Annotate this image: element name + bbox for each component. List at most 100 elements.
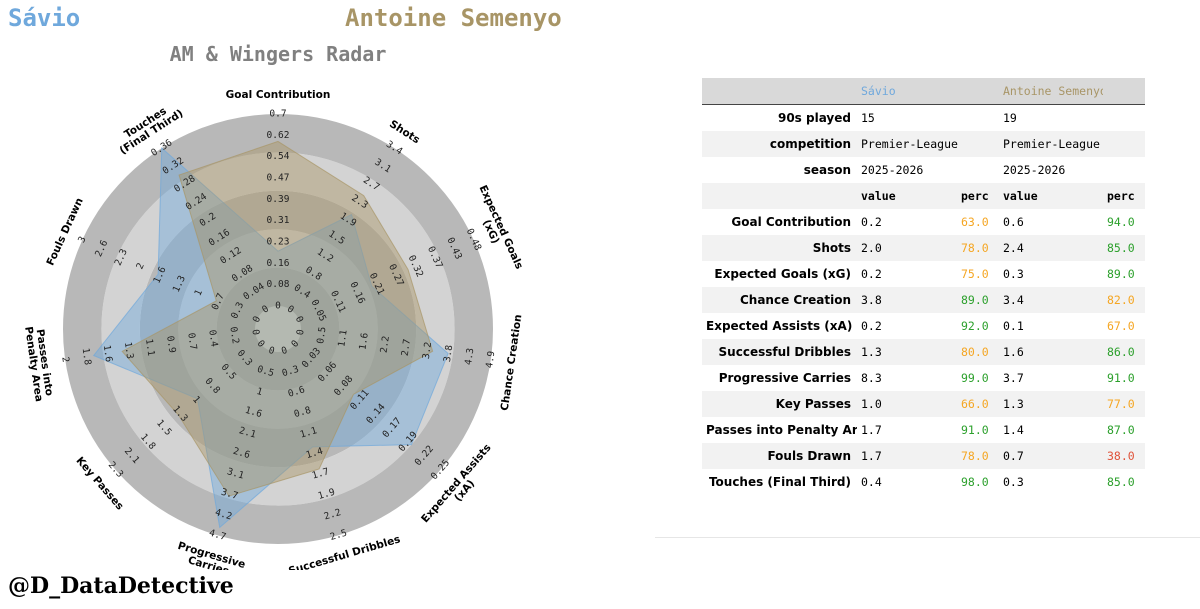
player1-percentile: 80.0 xyxy=(957,339,999,365)
table-row: Expected Assists (xA) 0.2 92.0 0.1 67.0 xyxy=(702,313,1145,339)
radar-tick-label: 3.2 xyxy=(421,341,434,360)
table-row: Touches (Final Third) 0.4 98.0 0.3 85.0 xyxy=(702,469,1145,495)
player1-percentile: 78.0 xyxy=(957,443,999,469)
player2-percentile: 77.0 xyxy=(1103,391,1145,417)
table-row: competition Premier-League Premier-League xyxy=(702,131,1145,157)
player2-value: 0.3 xyxy=(1003,267,1024,281)
player2-value: 2.4 xyxy=(999,235,1103,261)
player2-percentile: 85.0 xyxy=(1103,235,1145,261)
radar-tick-label: 2 xyxy=(59,356,71,363)
divider-line xyxy=(655,537,1200,538)
player2-percentile: 89.0 xyxy=(1107,267,1135,281)
player1-percentile: 98.0 xyxy=(961,475,989,489)
radar-tick-label: 3 xyxy=(76,235,88,245)
player2-value: 0.6 xyxy=(1003,215,1024,229)
radar-tick-label: 0.31 xyxy=(267,215,290,226)
row-label: Progressive Carries xyxy=(718,371,851,385)
row-label: Passes into Penalty Area xyxy=(706,423,857,437)
radar-tick-label: 0.8 xyxy=(293,405,313,420)
player2-value: 1.4 xyxy=(1003,423,1024,437)
radar-tick-label: 0.47 xyxy=(267,173,290,184)
player2-percentile: 38.0 xyxy=(1103,443,1145,469)
player2-percentile: 87.0 xyxy=(1107,423,1135,437)
player1-percentile: 78.0 xyxy=(957,235,999,261)
table-row: Progressive Carries 8.3 99.0 3.7 91.0 xyxy=(702,365,1145,391)
player2-percentile: 85.0 xyxy=(1107,475,1135,489)
radar-tick-label: 1.6 xyxy=(357,332,370,351)
table-row: Expected Goals (xG) 0.2 75.0 0.3 89.0 xyxy=(702,261,1145,287)
player2-percentile: 91.0 xyxy=(1107,371,1135,385)
table-row: Goal Contribution 0.2 63.0 0.6 94.0 xyxy=(702,209,1145,235)
radar-tick-label: 0 xyxy=(260,303,271,315)
radar-ring xyxy=(62,113,494,545)
player2-percentile: 67.0 xyxy=(1107,319,1135,333)
row-label: Fouls Drawn xyxy=(702,443,857,469)
radar-tick-label: 2.5 xyxy=(329,528,349,543)
player2-value: 3.7 xyxy=(1003,371,1024,385)
radar-tick-label: 0.6 xyxy=(287,384,307,399)
stats-table: Sávio Antoine Semenyo 90s played 15 19 comp… xyxy=(702,78,1145,495)
player2-value: 0.3 xyxy=(1003,475,1024,489)
radar-tick-label: 0 xyxy=(293,315,305,325)
subheader-perc: perc xyxy=(957,183,999,209)
subheader-value: value xyxy=(857,183,957,209)
player1-value: 2.0 xyxy=(857,235,957,261)
player2-name: Antoine Semenyo xyxy=(345,4,562,32)
player2-value: 19 xyxy=(1003,111,1017,125)
subheader-blank xyxy=(702,183,857,209)
radar-tick-label: 0 xyxy=(251,314,263,324)
credit-handle: @D_DataDetective xyxy=(8,573,234,599)
player1-value: 0.2 xyxy=(861,215,882,229)
row-label: Key Passes xyxy=(702,391,857,417)
radar-tick-label: 2.2 xyxy=(379,335,392,354)
radar-ring xyxy=(101,152,455,506)
radar-ring xyxy=(216,267,340,391)
radar-tick-label: 0 xyxy=(255,338,267,350)
table-row: Shots 2.0 78.0 2.4 85.0 xyxy=(702,235,1145,261)
table-subheader-row: value perc value perc xyxy=(702,183,1145,209)
radar-tick-label: 0 xyxy=(275,301,281,312)
radar-chart: 00.080.160.230.310.390.470.540.620.700.4… xyxy=(22,89,525,570)
player2-percentile: 94.0 xyxy=(1107,215,1135,229)
row-label: competition xyxy=(702,131,857,157)
radar-tick-label: 1.1 xyxy=(336,329,349,348)
row-label: season xyxy=(803,163,851,177)
table-row: Chance Creation 3.8 89.0 3.4 82.0 xyxy=(702,287,1145,313)
row-label: Successful Dribbles xyxy=(702,339,857,365)
radar-metric-label: Goal Contribution xyxy=(226,89,331,101)
radar-metric-label-line: Chance Creation xyxy=(499,314,525,412)
player2-value: Premier-League xyxy=(999,131,1145,157)
player1-value: 3.8 xyxy=(857,287,957,313)
player1-value: 0.4 xyxy=(861,475,882,489)
radar-tick-label: 0 xyxy=(280,345,289,357)
player2-percentile: 86.0 xyxy=(1103,339,1145,365)
player1-value: 15 xyxy=(861,111,875,125)
radar-tick-label: 1.1 xyxy=(143,338,156,357)
table-row: 90s played 15 19 xyxy=(702,105,1145,132)
row-label: Expected Assists (xA) xyxy=(706,319,853,333)
player1-value: 8.3 xyxy=(861,371,882,385)
player1-value: 1.0 xyxy=(857,391,957,417)
radar-tick-label: 0.16 xyxy=(267,258,290,269)
radar-tick-label: 4.9 xyxy=(484,350,497,369)
radar-tick-label: 0.7 xyxy=(269,109,286,120)
radar-tick-label: 3.7 xyxy=(220,487,240,502)
radar-tick-label: 0 xyxy=(289,338,301,350)
player1-value: 1.3 xyxy=(857,339,957,365)
radar-tick-label: 1.4 xyxy=(305,446,325,461)
radar-tick-label: 0.9 xyxy=(164,335,177,354)
radar-metric-label: ProgressiveCarries xyxy=(173,540,247,570)
radar-tick-label: 1.3 xyxy=(122,341,135,360)
radar-tick-label: 3.1 xyxy=(226,466,246,481)
table-row: Fouls Drawn 1.7 78.0 0.7 38.0 xyxy=(702,443,1145,469)
player2-value: 2025-2026 xyxy=(1003,163,1066,177)
row-label: Chance Creation xyxy=(702,287,857,313)
table-row: Successful Dribbles 1.3 80.0 1.6 86.0 xyxy=(702,339,1145,365)
player2-value: 0.7 xyxy=(999,443,1103,469)
radar-series-1 xyxy=(92,147,449,529)
row-label: Goal Contribution xyxy=(731,215,851,229)
table-header-player1: Sávio xyxy=(857,78,957,105)
radar-tick-label: 1.8 xyxy=(80,347,93,366)
row-label: 90s played xyxy=(777,111,851,125)
radar-tick-label: 0.08 xyxy=(267,279,290,290)
